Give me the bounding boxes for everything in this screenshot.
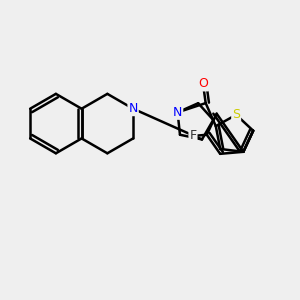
Text: S: S <box>232 108 240 121</box>
Text: N: N <box>128 102 138 115</box>
Text: O: O <box>198 77 208 91</box>
Text: N: N <box>173 106 182 119</box>
Text: F: F <box>189 130 197 142</box>
